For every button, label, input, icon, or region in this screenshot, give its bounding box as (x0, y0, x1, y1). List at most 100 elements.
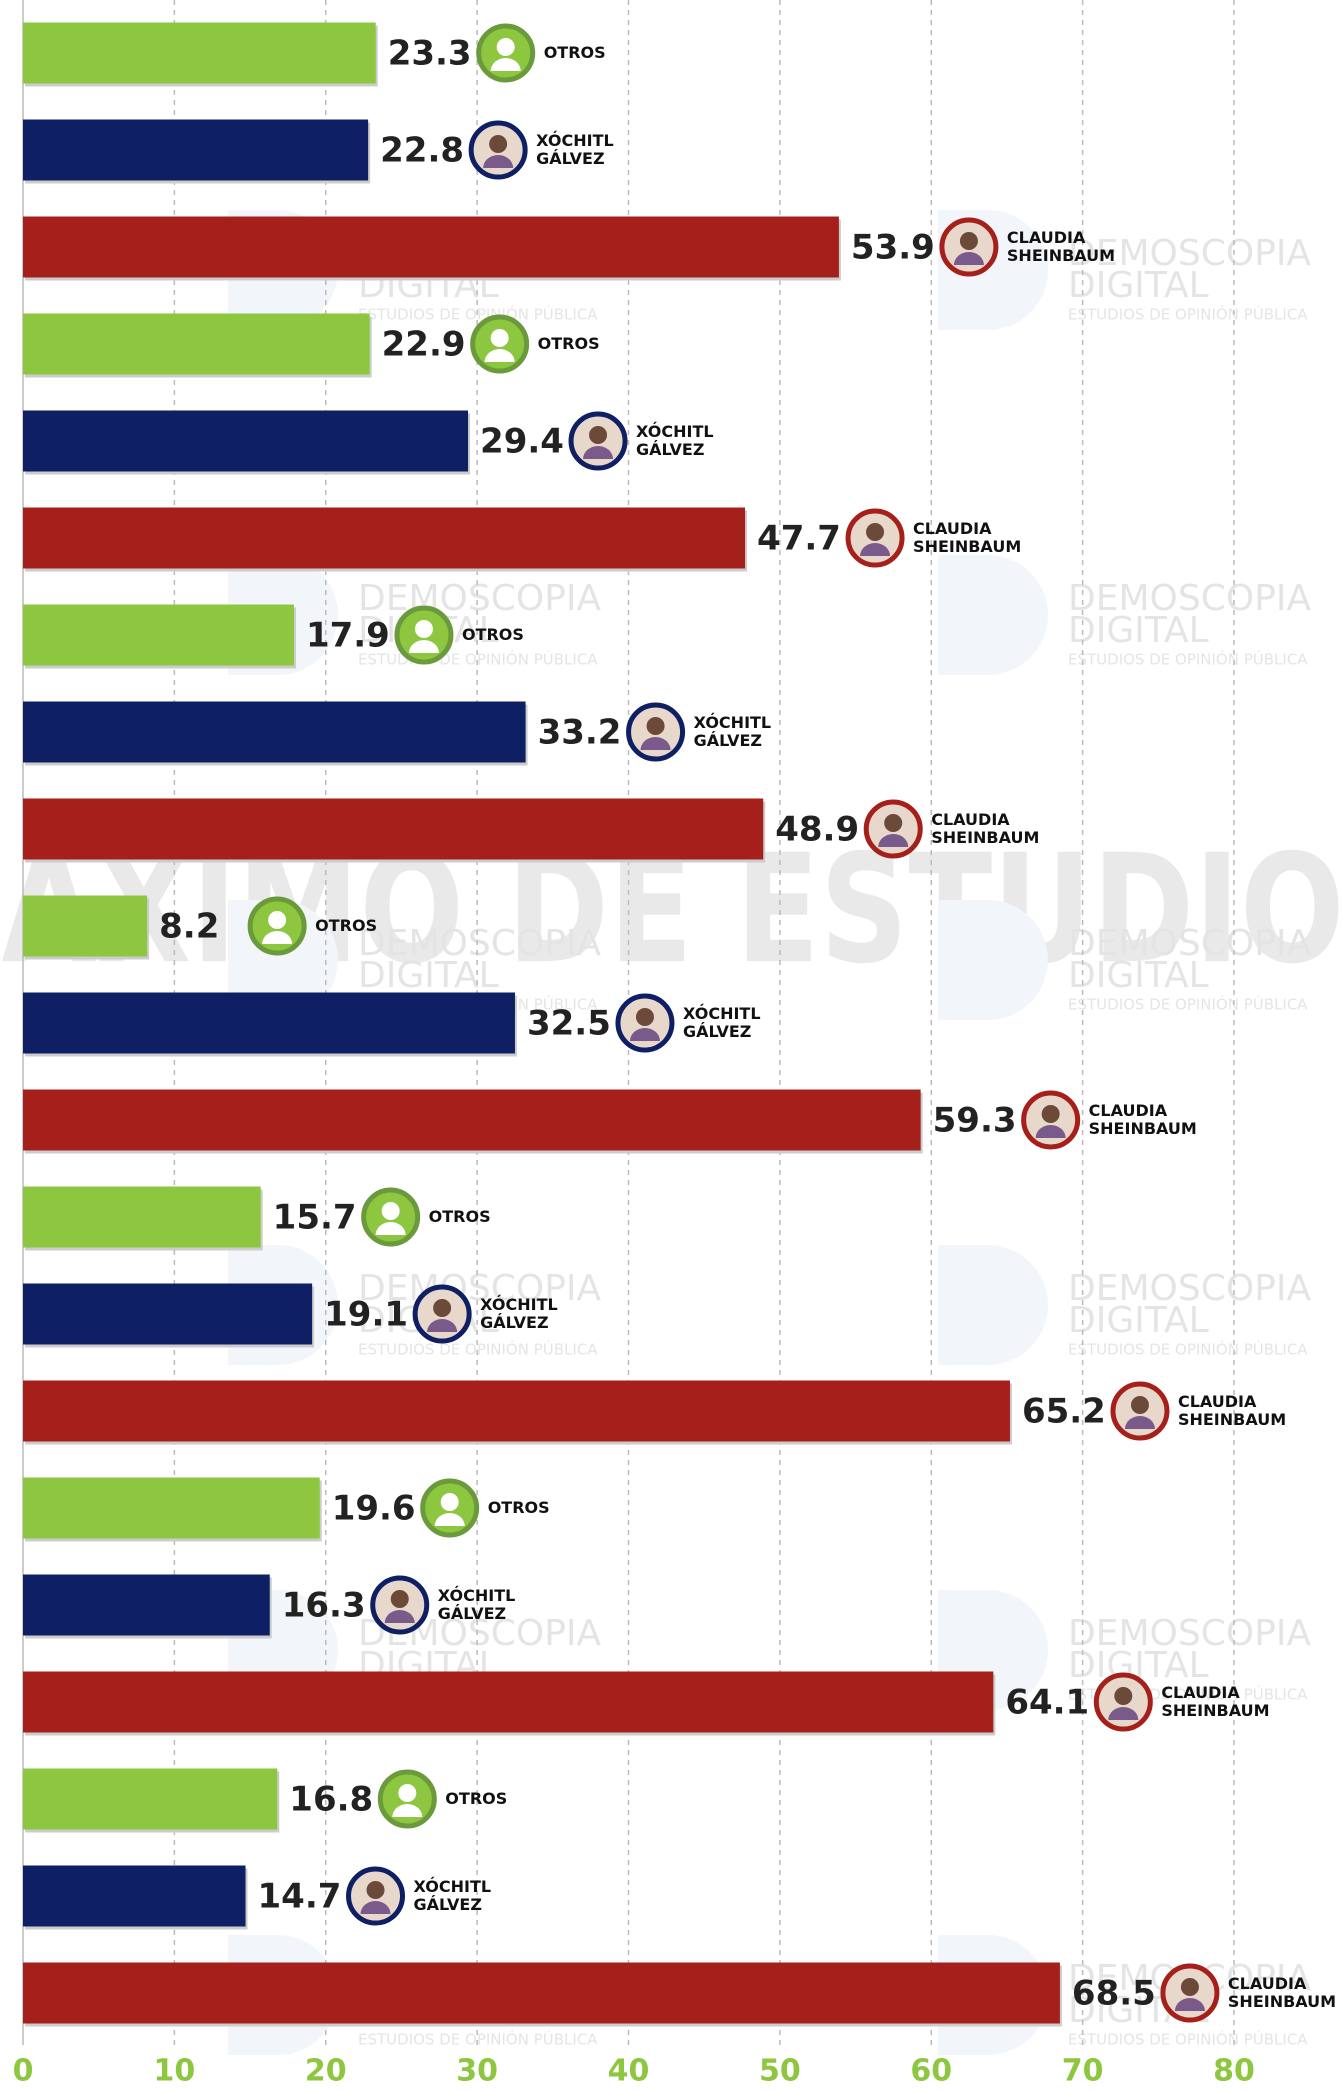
watermark: ESTUDIOS DE OPINIÓN PÚBLICA (1068, 995, 1308, 1014)
watermark: ESTUDIOS DE OPINIÓN PÚBLICA (358, 305, 598, 324)
series-label: OTROS (488, 1499, 598, 1517)
watermark: ESTUDIOS DE OPINIÓN PÚBLICA (358, 650, 598, 669)
icon-head (1131, 1396, 1149, 1414)
bar (23, 799, 763, 860)
series-label: CLAUDIA SHEINBAUM (931, 811, 1041, 847)
icon-head (367, 1881, 385, 1899)
icon-head (589, 426, 607, 444)
watermark: ESTUDIOS DE OPINIÓN PÚBLICA (1068, 2030, 1308, 2049)
icon-head (647, 717, 665, 735)
value-label: 48.9 (775, 810, 859, 850)
watermark-logo (938, 1245, 1048, 1365)
value-label: 23.3 (388, 34, 472, 74)
bar (23, 896, 147, 957)
x-tick-label: 50 (759, 2054, 801, 2089)
watermark: ESTUDIOS DE OPINIÓN PÚBLICA (1068, 1340, 1308, 1359)
series-label: XÓCHITL GÁLVEZ (480, 1296, 590, 1332)
x-tick-label: 0 (13, 2054, 34, 2089)
value-label: 65.2 (1022, 1392, 1106, 1432)
icon-head (382, 1202, 400, 1220)
value-label: 68.5 (1072, 1974, 1156, 2014)
icon-head (489, 135, 507, 153)
icon-head (491, 329, 509, 347)
x-tick-label: 10 (154, 2054, 196, 2089)
series-label: CLAUDIA SHEINBAUM (913, 520, 1023, 556)
watermark: DIGITAL (1068, 610, 1209, 651)
series-label: XÓCHITL GÁLVEZ (438, 1587, 548, 1623)
watermark: ESTUDIOS DE OPINIÓN PÚBLICA (358, 1340, 598, 1359)
page: MÁXIMO DE ESTUDIOSDEMOSCOPIADIGITALESTUD… (0, 0, 1343, 2092)
icon-head (866, 523, 884, 541)
series-label: OTROS (315, 917, 425, 935)
x-tick-label: 30 (456, 2054, 498, 2089)
icon-head (636, 1008, 654, 1026)
watermark: DIGITAL (1068, 955, 1209, 996)
series-label: CLAUDIA SHEINBAUM (1161, 1684, 1271, 1720)
bar (23, 1866, 246, 1927)
series-label: XÓCHITL GÁLVEZ (536, 132, 646, 168)
series-label: OTROS (445, 1790, 555, 1808)
x-tick-label: 20 (305, 2054, 347, 2089)
value-label: 53.9 (851, 228, 935, 268)
x-tick-label: 70 (1062, 2054, 1104, 2089)
watermark: DIGITAL (1068, 265, 1209, 306)
icon-head (497, 38, 515, 56)
series-label: XÓCHITL GÁLVEZ (683, 1005, 793, 1041)
bar (23, 508, 745, 569)
value-label: 47.7 (757, 519, 841, 559)
value-label: 16.3 (282, 1586, 366, 1626)
watermark: ESTUDIOS DE OPINIÓN PÚBLICA (1068, 305, 1308, 324)
bar (23, 314, 370, 375)
bar (23, 605, 294, 666)
icon-head (960, 232, 978, 250)
series-label: CLAUDIA SHEINBAUM (1178, 1393, 1288, 1429)
chart: MÁXIMO DE ESTUDIOSDEMOSCOPIADIGITALESTUD… (0, 0, 1343, 2092)
bar (23, 993, 515, 1054)
x-tick-label: 60 (910, 2054, 952, 2089)
series-label: CLAUDIA SHEINBAUM (1089, 1102, 1199, 1138)
series-label: XÓCHITL GÁLVEZ (636, 423, 746, 459)
icon-head (433, 1299, 451, 1317)
bar (23, 23, 376, 84)
x-tick-label: 40 (608, 2054, 650, 2089)
bar (23, 1575, 270, 1636)
icon-head (1042, 1105, 1060, 1123)
bar (23, 1284, 312, 1345)
bar (23, 120, 368, 181)
value-label: 33.2 (538, 713, 622, 753)
value-label: 29.4 (480, 422, 564, 462)
icon-head (391, 1590, 409, 1608)
bar (23, 1672, 993, 1733)
value-label: 16.8 (289, 1780, 373, 1820)
value-label: 22.9 (382, 325, 466, 365)
bar (23, 702, 526, 763)
value-label: 32.5 (527, 1004, 611, 1044)
value-label: 64.1 (1005, 1683, 1089, 1723)
bar (23, 1381, 1010, 1442)
watermark: ESTUDIOS DE OPINIÓN PÚBLICA (1068, 650, 1308, 669)
bar (23, 1769, 277, 1830)
value-label: 15.7 (273, 1198, 357, 1238)
series-label: OTROS (544, 44, 654, 62)
watermark: ESTUDIOS DE OPINIÓN PÚBLICA (358, 2030, 598, 2049)
value-label: 59.3 (933, 1101, 1017, 1141)
series-label: OTROS (429, 1208, 539, 1226)
x-tick-label: 80 (1213, 2054, 1255, 2089)
value-label: 19.6 (332, 1489, 416, 1529)
bar (23, 1090, 921, 1151)
bar (23, 217, 839, 278)
bar (23, 1187, 261, 1248)
value-label: 8.2 (159, 907, 219, 947)
bar (23, 1963, 1060, 2024)
series-label: OTROS (538, 335, 648, 353)
icon-head (1114, 1687, 1132, 1705)
series-label: XÓCHITL GÁLVEZ (414, 1878, 524, 1914)
value-label: 17.9 (306, 616, 390, 656)
icon-head (415, 620, 433, 638)
value-label: 14.7 (258, 1877, 342, 1917)
series-label: CLAUDIA SHEINBAUM (1228, 1975, 1338, 2011)
value-label: 19.1 (324, 1295, 408, 1335)
watermark: DIGITAL (1068, 1300, 1209, 1341)
icon-head (441, 1493, 459, 1511)
bar (23, 411, 468, 472)
